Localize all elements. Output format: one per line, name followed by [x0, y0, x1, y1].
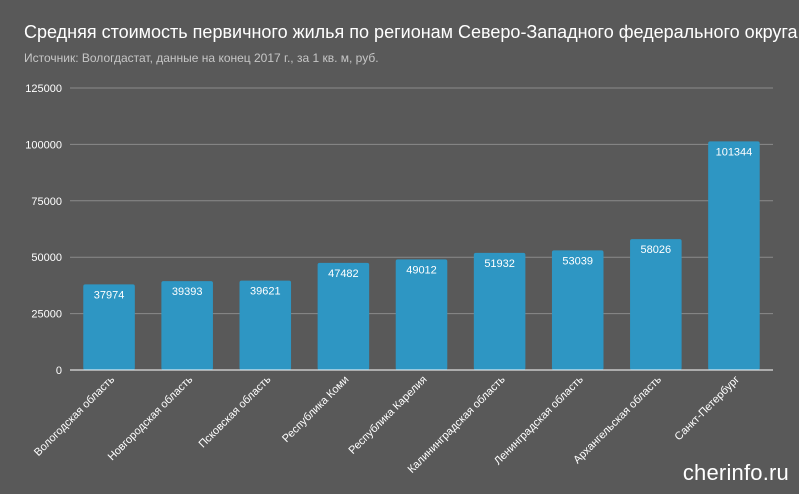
- bar: [239, 280, 292, 370]
- x-category-label: Санкт-Петербург: [673, 374, 742, 443]
- bar: [473, 252, 526, 370]
- y-tick-label: 100000: [25, 139, 62, 151]
- chart-title: Средняя стоимость первичного жилья по ре…: [24, 22, 798, 42]
- bar-value-label: 53039: [562, 255, 593, 267]
- bar-value-label: 39393: [172, 286, 203, 298]
- bar-value-label: 58026: [641, 244, 672, 256]
- x-category-label: Республика Коми: [280, 374, 351, 445]
- bar-value-label: 101344: [716, 146, 753, 158]
- y-tick-label: 50000: [31, 252, 62, 264]
- bar: [708, 141, 760, 370]
- x-category-label: Новгородская область: [106, 373, 196, 463]
- x-category-label: Республика Карелия: [346, 374, 429, 457]
- chart-subtitle: Источник: Вологдастат, данные на конец 2…: [24, 51, 379, 65]
- bars: 37974 39393 39621 47482 49012 51932 53039 58026…: [83, 141, 760, 370]
- x-category-label: Архангельская область: [571, 373, 664, 466]
- bar-value-label: 51932: [484, 258, 515, 270]
- y-tick-label: 75000: [31, 196, 62, 208]
- bar-value-label: 37974: [94, 289, 125, 301]
- bar: [551, 250, 604, 370]
- x-category-label: Вологодская область: [32, 373, 117, 458]
- bar: [161, 281, 213, 370]
- y-tick-label: 0: [56, 365, 62, 377]
- bar-value-label: 39621: [250, 286, 281, 298]
- x-category-label: Ленинградская область: [492, 373, 586, 467]
- bar: [395, 259, 448, 370]
- y-tick-label: 125000: [25, 83, 62, 95]
- watermark-logo: cherinfo.ru: [682, 460, 789, 485]
- y-tick-label: 25000: [31, 309, 62, 321]
- bar: [83, 284, 135, 370]
- bar: [630, 239, 682, 370]
- bar: [317, 262, 370, 370]
- bar-value-label: 47482: [328, 268, 359, 280]
- bar-value-label: 49012: [406, 264, 437, 276]
- x-category-label: Псковская область: [197, 373, 274, 450]
